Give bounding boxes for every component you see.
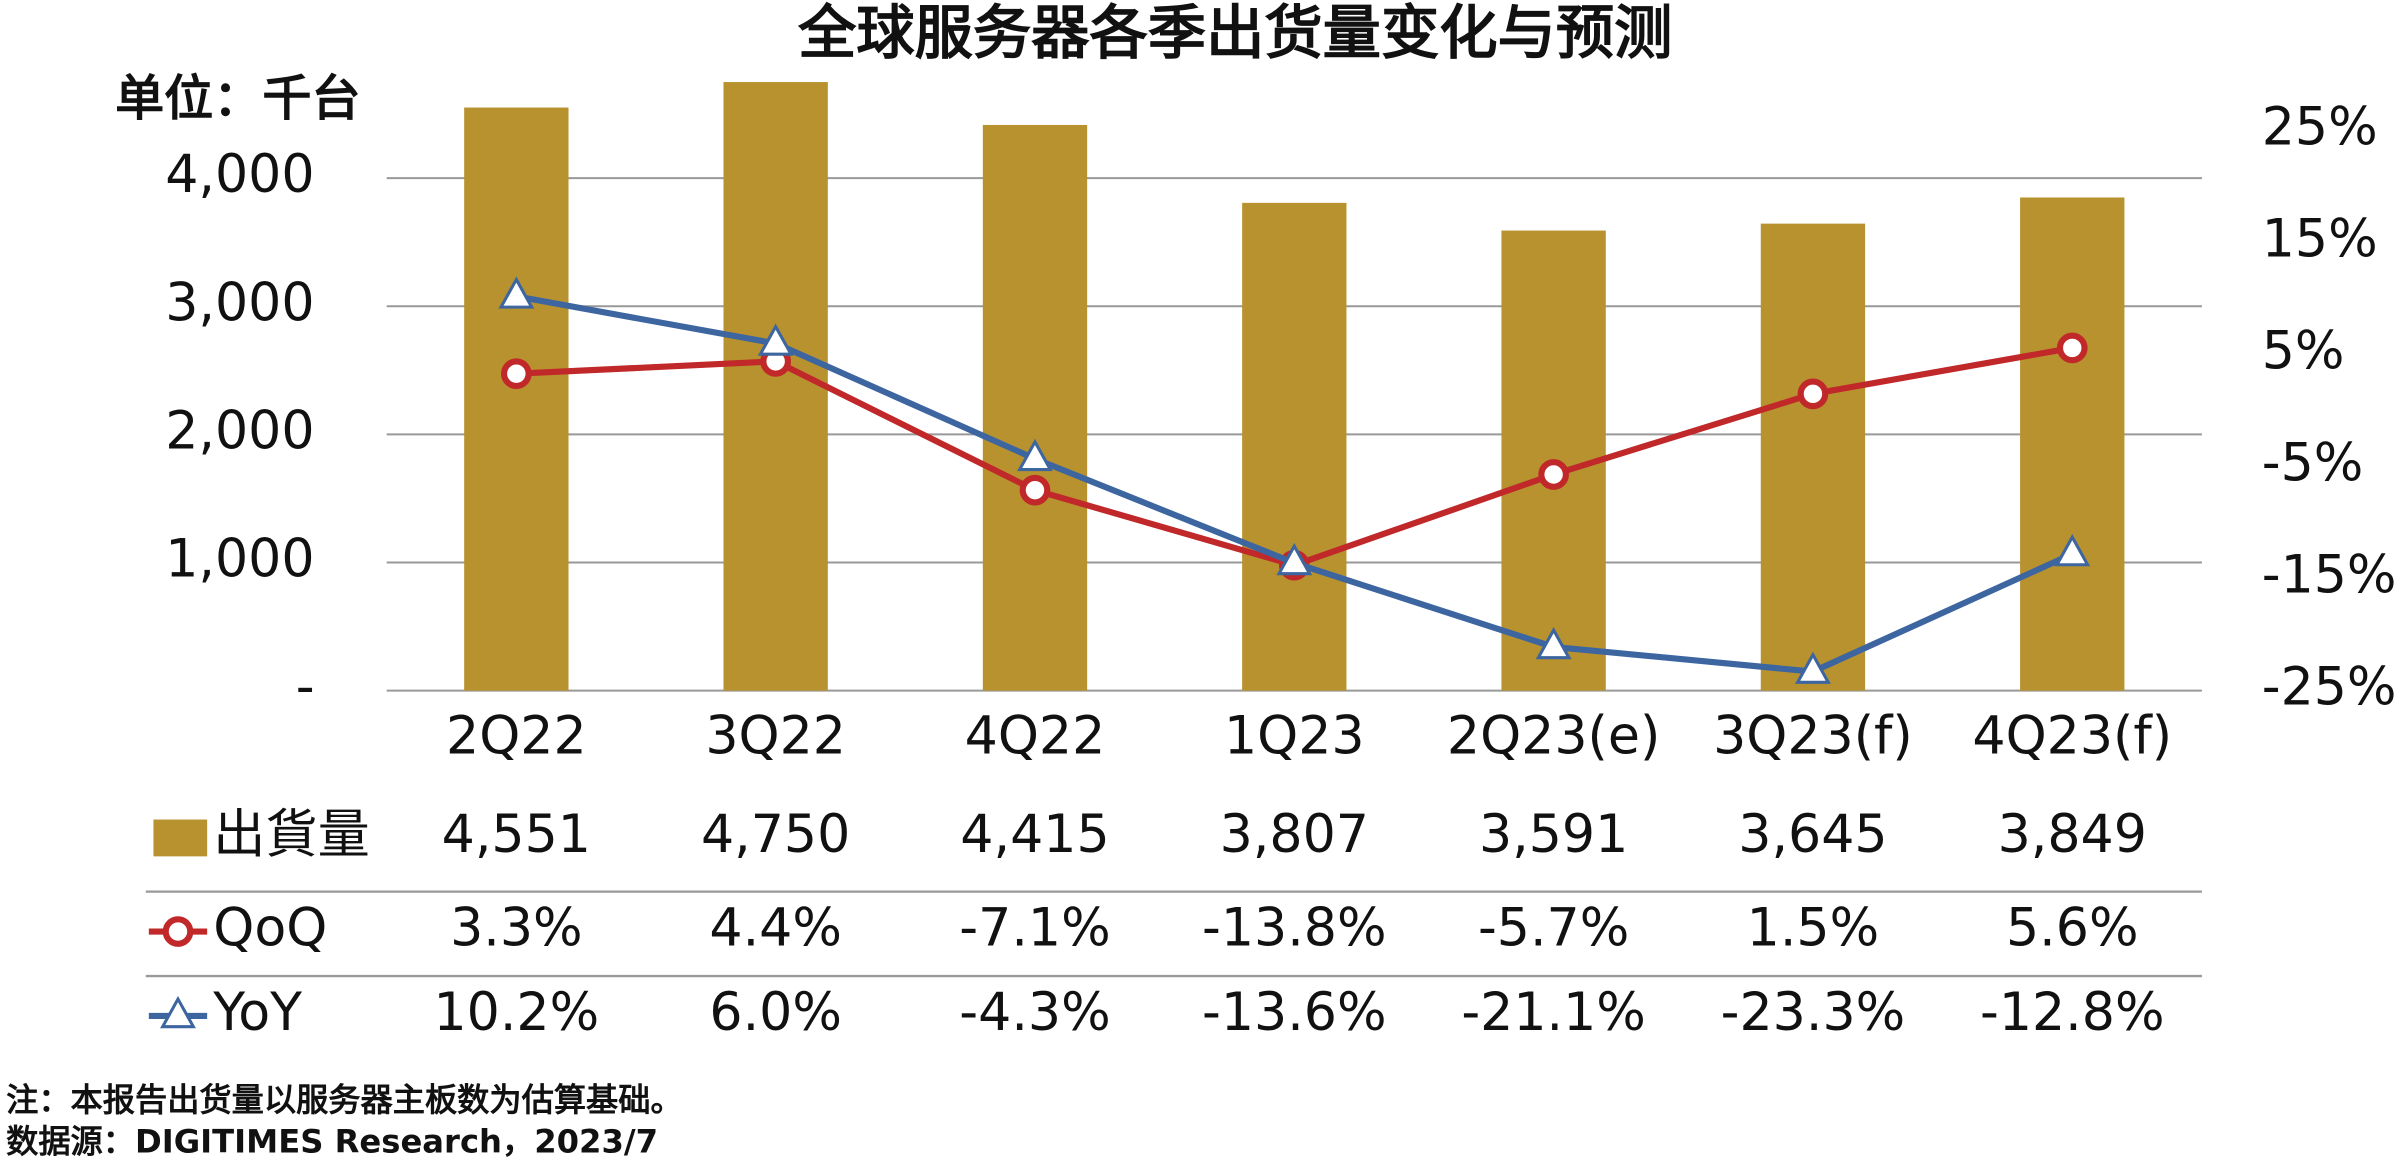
point-marker <box>500 358 532 390</box>
bar <box>1242 202 1347 691</box>
point-marker <box>1017 438 1053 472</box>
x-tick-label: 4Q23(f) <box>1972 707 2172 767</box>
note: 注：本报告出货量以服务器主板数为估算基础。 <box>6 1081 683 1119</box>
table-value: 3,591 <box>1479 805 1628 865</box>
y-tick-label: 1,000 <box>165 530 314 590</box>
table-value: 1.5% <box>1747 899 1880 959</box>
legend-marker <box>160 995 196 1029</box>
legend-swatch <box>153 819 208 857</box>
unit-label: 单位：千台 <box>115 69 360 127</box>
bar <box>1760 223 1866 691</box>
table-value: 10.2% <box>433 983 599 1043</box>
legend-label: YoY <box>212 983 302 1043</box>
point-marker <box>757 323 794 356</box>
table-value: -7.1% <box>959 899 1110 959</box>
table-value: -21.1% <box>1461 983 1646 1043</box>
x-tick-label: 2Q22 <box>446 707 587 767</box>
table-value: -5.7% <box>1478 899 1629 959</box>
point-marker <box>1797 378 1829 410</box>
y2-tick-label: -15% <box>2262 546 2397 606</box>
bar <box>723 82 828 691</box>
table-value: 5.6% <box>2006 899 2139 959</box>
source: 数据源：DIGITIMES Research，2023/7 <box>6 1122 658 1160</box>
table-value: 3,849 <box>1998 805 2147 865</box>
point-marker <box>498 276 535 309</box>
y2-tick-label: 5% <box>2262 322 2345 382</box>
table-value: -23.3% <box>1721 983 1906 1043</box>
legend-marker <box>162 916 194 947</box>
table-value: 6.0% <box>709 983 842 1043</box>
table-value: 4.4% <box>709 899 842 959</box>
point-marker <box>1535 626 1572 660</box>
table-value: -12.8% <box>1980 983 2165 1043</box>
y-tick-label: 3,000 <box>165 273 314 333</box>
y-tick-label: 2,000 <box>165 401 314 461</box>
x-tick-label: 1Q23 <box>1224 707 1365 767</box>
table-value: -13.8% <box>1202 899 1387 959</box>
point-marker <box>1538 459 1569 490</box>
x-tick-label: 3Q23(f) <box>1713 707 1913 767</box>
x-tick-label: 4Q22 <box>965 707 1106 767</box>
table-value: 3,807 <box>1220 805 1369 865</box>
x-tick-label: 2Q23(e) <box>1447 707 1660 767</box>
bar <box>2020 197 2125 691</box>
y-tick-label: 4,000 <box>165 145 314 205</box>
point-marker <box>2054 533 2091 567</box>
legend-label: QoQ <box>213 899 327 959</box>
bar <box>464 107 569 691</box>
table-value: 3.3% <box>450 899 583 959</box>
table-value: -13.6% <box>1202 983 1387 1043</box>
y-tick-label: - <box>296 658 315 718</box>
y2-tick-label: -5% <box>2262 434 2364 494</box>
x-tick-label: 3Q22 <box>705 707 846 767</box>
point-marker <box>1276 542 1313 576</box>
point-marker <box>1794 651 1831 684</box>
bar <box>982 124 1088 691</box>
table-value: -4.3% <box>959 983 1110 1043</box>
y2-tick-label: 15% <box>2262 210 2378 270</box>
chart-title: 全球服务器各季出货量变化与预测 <box>797 0 1672 67</box>
table-value: 4,551 <box>442 805 591 865</box>
legend-label: 出貨量 <box>213 805 369 865</box>
point-marker <box>1019 474 1051 506</box>
y2-tick-label: 25% <box>2262 98 2378 158</box>
y2-tick-label: -25% <box>2262 658 2397 718</box>
table-value: 3,645 <box>1738 805 1887 865</box>
point-marker <box>2056 332 2088 364</box>
table-value: 4,415 <box>960 805 1109 865</box>
table-value: 4,750 <box>701 805 850 865</box>
